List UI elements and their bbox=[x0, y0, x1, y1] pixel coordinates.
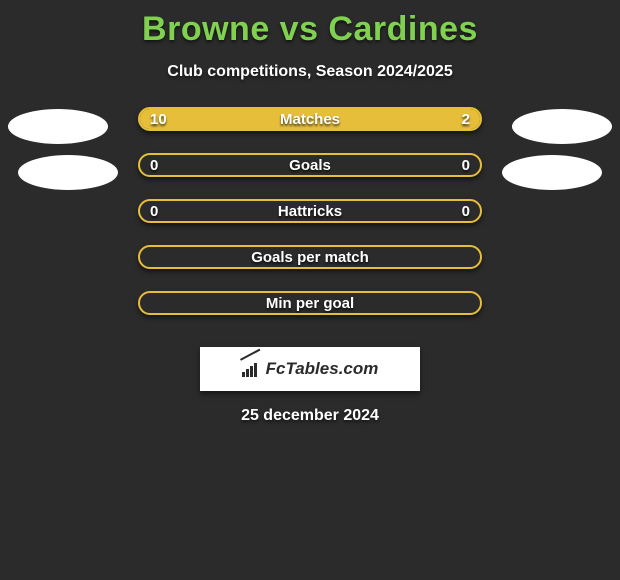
row-matches: 10 Matches 2 bbox=[0, 107, 620, 153]
row-gpm: Goals per match bbox=[0, 245, 620, 291]
bar-label: Matches bbox=[140, 109, 480, 129]
bar-label: Goals per match bbox=[140, 247, 480, 267]
portrait-gap bbox=[8, 201, 108, 236]
portrait-gap bbox=[512, 247, 612, 282]
player-right-avatar bbox=[502, 155, 602, 190]
bar-goals: 0 Goals 0 bbox=[138, 153, 482, 177]
row-mpg: Min per goal bbox=[0, 291, 620, 337]
stats-area: 10 Matches 2 0 Goals 0 0 Hattricks 0 bbox=[0, 107, 620, 337]
bar-label: Min per goal bbox=[140, 293, 480, 313]
bar-value-right: 0 bbox=[462, 201, 470, 221]
player-left-avatar bbox=[18, 155, 118, 190]
row-goals: 0 Goals 0 bbox=[0, 153, 620, 199]
bar-chart-icon bbox=[242, 361, 262, 377]
bar-hattricks: 0 Hattricks 0 bbox=[138, 199, 482, 223]
bar-gpm: Goals per match bbox=[138, 245, 482, 269]
bar-mpg: Min per goal bbox=[138, 291, 482, 315]
page-title: Browne vs Cardines bbox=[0, 0, 620, 49]
portrait-gap bbox=[512, 201, 612, 236]
bar-matches: 10 Matches 2 bbox=[138, 107, 482, 131]
bar-label: Goals bbox=[140, 155, 480, 175]
bar-value-right: 0 bbox=[462, 155, 470, 175]
portrait-gap bbox=[8, 293, 108, 328]
date-text: 25 december 2024 bbox=[0, 391, 620, 425]
player-right-avatar bbox=[512, 109, 612, 144]
logo-text: FcTables.com bbox=[266, 359, 379, 379]
portrait-gap bbox=[8, 247, 108, 282]
player-left-avatar bbox=[8, 109, 108, 144]
logo-box: FcTables.com bbox=[200, 347, 420, 391]
bar-label: Hattricks bbox=[140, 201, 480, 221]
row-hattricks: 0 Hattricks 0 bbox=[0, 199, 620, 245]
subtitle: Club competitions, Season 2024/2025 bbox=[0, 49, 620, 81]
bar-value-right: 2 bbox=[462, 109, 470, 129]
portrait-gap bbox=[512, 293, 612, 328]
